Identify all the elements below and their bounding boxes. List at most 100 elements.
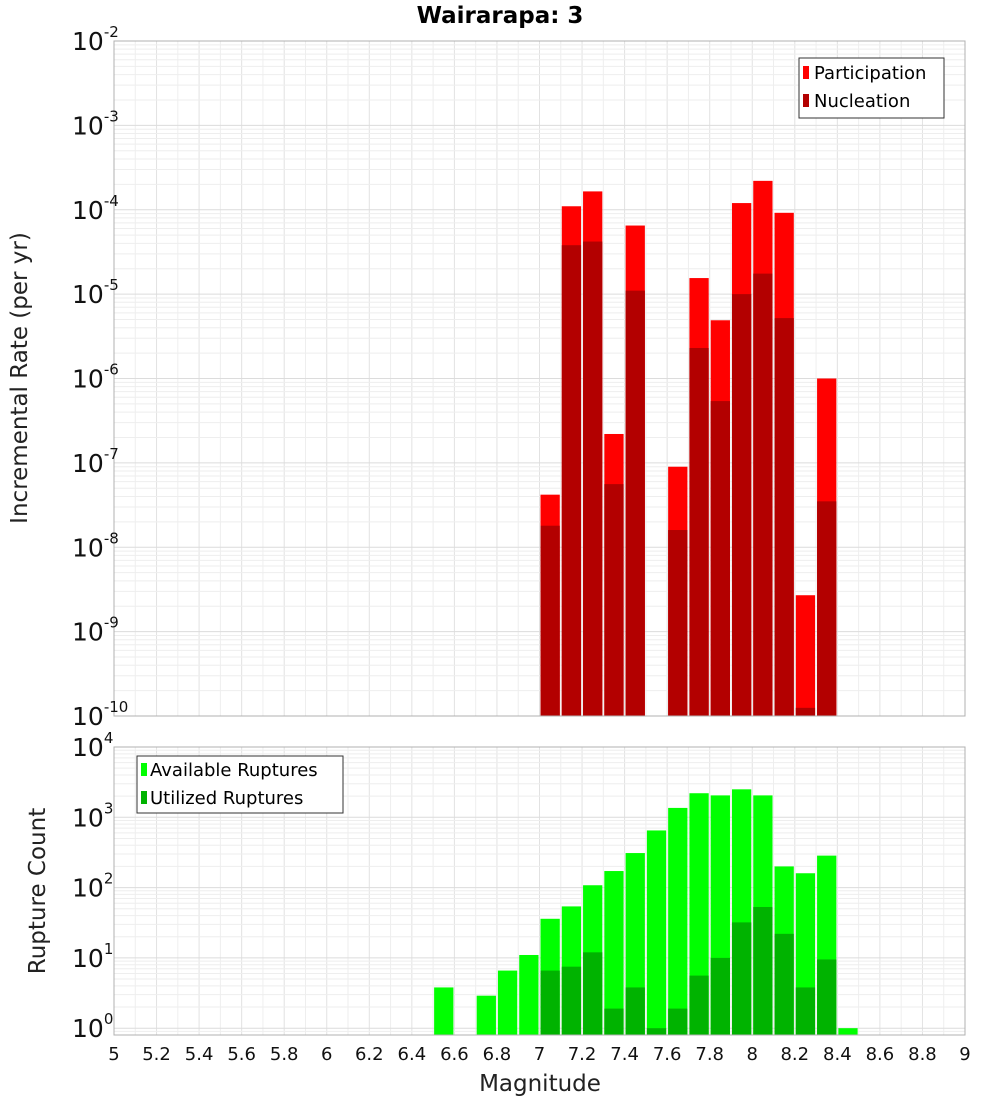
count-y-tick-exponent: 2 [104, 870, 114, 888]
available-legend-swatch [141, 763, 147, 776]
rate-y-tick-base: 10 [72, 533, 104, 562]
count-y-tick-base: 10 [72, 803, 104, 832]
count-bar-series-a [434, 987, 454, 1035]
rate-y-tick-label: 10-10 [72, 698, 128, 731]
count-bar-series-b [668, 1008, 688, 1035]
rate-bar-series-b [795, 707, 816, 716]
x-tick-label: 8.4 [823, 1044, 852, 1065]
rate-y-tick-exponent: -9 [104, 614, 119, 632]
rate-bar-series-b [731, 294, 752, 716]
count-bar-series-b [540, 970, 560, 1035]
x-tick-labels: 5 5.2 5.4 5.6 5.8 6 6.2 6.4 6.6 6.8 7 7.2 7.4 7.6 7.8 8… [108, 1044, 970, 1065]
count-y-tick-base: 10 [72, 1014, 104, 1043]
count-bar-series-b [689, 975, 709, 1035]
rate-y-tick-exponent: -10 [104, 698, 129, 716]
count-bar-series-a [838, 1028, 858, 1035]
rate-y-tick-exponent: -3 [104, 107, 119, 125]
x-axis-label: Magnitude [479, 1071, 601, 1097]
count-bar-series-b [583, 952, 603, 1035]
rate-bar-series-b [753, 273, 773, 716]
x-tick-label: 6.2 [355, 1044, 384, 1065]
count-y-tick-label: 103 [72, 799, 113, 832]
rate-bar-series-b [774, 318, 794, 716]
count-y-axis-label: Rupture Count [25, 808, 51, 974]
rate-bar-series-b [668, 530, 688, 716]
rate-y-tick-base: 10 [72, 702, 104, 731]
x-tick-label: 7 [534, 1044, 545, 1065]
count-bar-series-b [753, 906, 773, 1035]
count-bars [434, 789, 858, 1035]
count-bar-series-b [646, 1028, 667, 1035]
nucleation-legend-swatch [803, 94, 809, 107]
rate-bar-series-b [583, 241, 603, 717]
x-tick-label: 5.2 [142, 1044, 171, 1065]
count-bar-series-a [476, 995, 496, 1035]
rate-bars [540, 180, 837, 717]
rate-y-tick-exponent: -8 [104, 529, 119, 547]
rate-legend-box [798, 57, 945, 119]
x-tick-label: 7.6 [653, 1044, 682, 1065]
rate-y-tick-base: 10 [72, 449, 104, 478]
x-tick-label: 8.2 [780, 1044, 809, 1065]
count-bar-series-b [604, 1008, 624, 1035]
participation-legend-swatch [803, 66, 809, 79]
x-tick-label: 7.8 [695, 1044, 724, 1065]
rate-gridlines [113, 40, 966, 717]
count-bar-series-a [604, 871, 624, 1035]
rate-y-tick-label: 10-3 [72, 107, 119, 140]
rate-y-tick-exponent: -7 [104, 445, 119, 463]
rate-bar-series-b [604, 484, 624, 716]
count-y-tick-base: 10 [72, 944, 104, 973]
x-tick-label: 8.8 [908, 1044, 937, 1065]
rate-y-tick-base: 10 [72, 365, 104, 394]
count-bar-series-b [731, 922, 752, 1035]
x-tick-label: 6.6 [440, 1044, 469, 1065]
rate-bar-series-b [540, 525, 560, 716]
count-bar-series-b [710, 957, 730, 1035]
rate-y-tick-exponent: -5 [104, 276, 119, 294]
x-tick-label: 7.4 [610, 1044, 639, 1065]
rate-y-tick-base: 10 [72, 27, 104, 56]
rate-bar-series-b [710, 401, 730, 716]
x-tick-label: 6.8 [483, 1044, 512, 1065]
utilized-legend-label: Utilized Ruptures [150, 788, 303, 809]
rate-bar-series-b [817, 501, 837, 716]
count-y-tick-label: 101 [72, 940, 113, 973]
rate-bar-series-a [795, 595, 816, 716]
count-bar-series-a [519, 954, 539, 1035]
count-legend-box [136, 755, 344, 814]
count-y-tick-base: 10 [72, 874, 104, 903]
x-tick-label: 8 [747, 1044, 758, 1065]
rate-legend: Participation Nucleation [798, 57, 945, 119]
count-bar-series-b [795, 987, 816, 1035]
count-y-tick-exponent: 1 [104, 940, 114, 958]
count-bar-series-b [774, 933, 794, 1035]
rate-y-axis-label: Incremental Rate (per yr) [7, 232, 33, 524]
count-bar-series-b [561, 966, 582, 1035]
count-y-tick-label: 100 [72, 1010, 113, 1043]
count-bar-series-b [817, 959, 837, 1035]
x-tick-label: 5.8 [270, 1044, 299, 1065]
rate-y-tick-exponent: -2 [104, 23, 119, 41]
rate-y-tick-label: 10-6 [72, 361, 119, 394]
rate-bar-series-b [561, 245, 582, 717]
x-tick-label: 8.6 [866, 1044, 895, 1065]
rate-y-tick-exponent: -6 [104, 361, 119, 379]
nucleation-legend-label: Nucleation [814, 91, 910, 112]
count-bar-series-b [625, 987, 645, 1035]
count-legend: Available Ruptures Utilized Ruptures [136, 755, 344, 814]
participation-legend-label: Participation [814, 63, 926, 84]
rate-y-tick-label: 10-4 [72, 192, 119, 225]
rate-y-tick-base: 10 [72, 196, 104, 225]
x-tick-label: 7.2 [568, 1044, 597, 1065]
count-bar-series-a [689, 793, 709, 1035]
rate-y-tick-label: 10-9 [72, 614, 119, 647]
rate-bar-series-b [625, 290, 645, 716]
rate-y-tick-base: 10 [72, 280, 104, 309]
rate-y-tick-base: 10 [72, 111, 104, 140]
count-y-tick-label: 102 [72, 870, 113, 903]
available-legend-label: Available Ruptures [150, 760, 318, 781]
